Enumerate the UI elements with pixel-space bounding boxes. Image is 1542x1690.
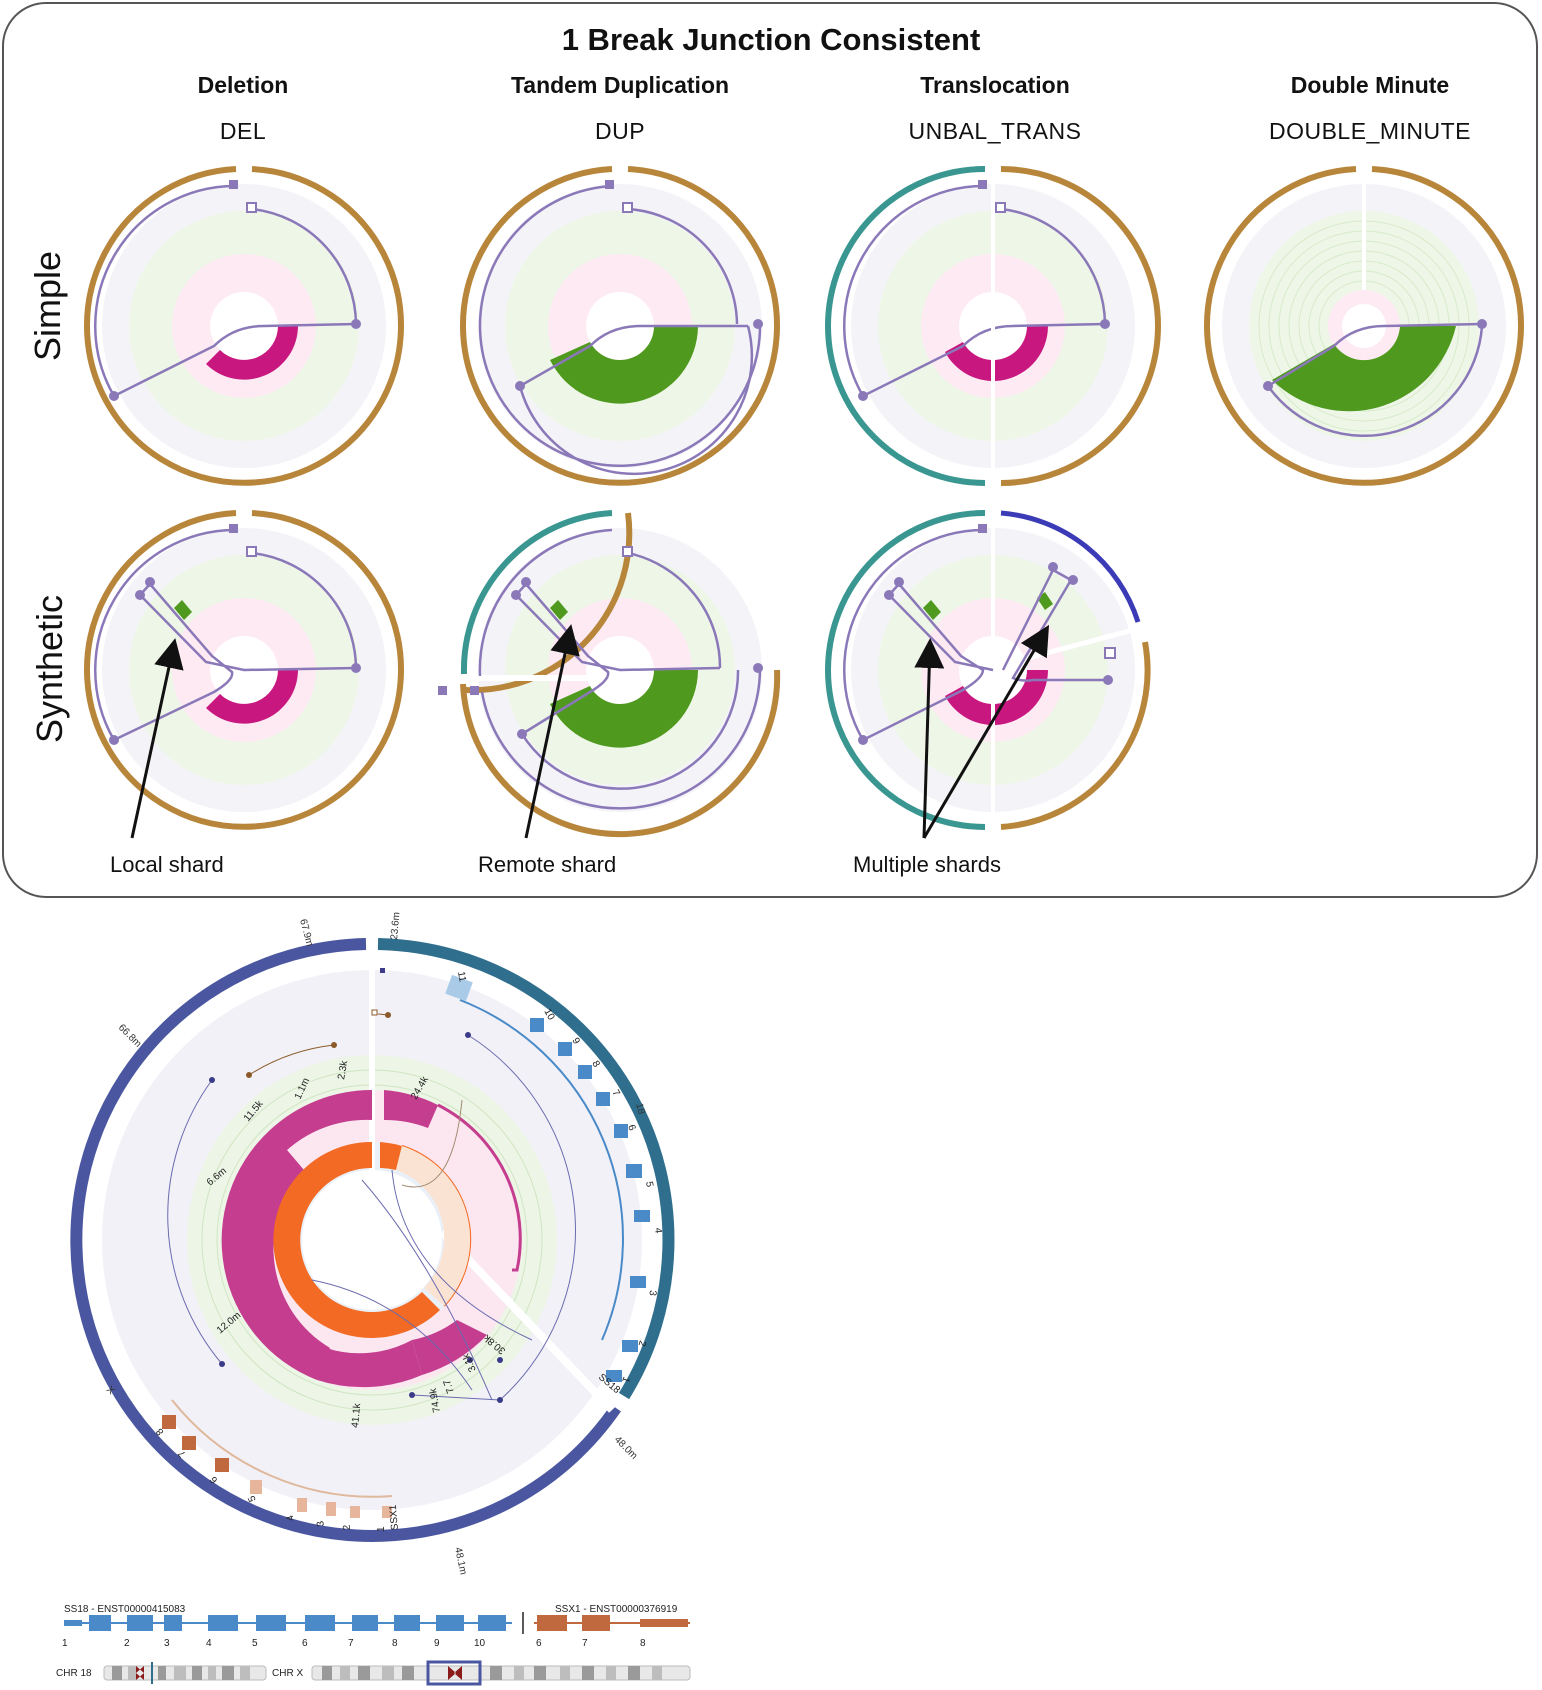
ss18-exon-num: 3 xyxy=(164,1638,170,1649)
transcript-legend: SS18 - ENST00000415083 SSX1 - ENST000003… xyxy=(62,1604,690,1649)
arrow-remote-shard xyxy=(524,624,580,839)
ss18-exon-10: 10 xyxy=(541,1007,556,1023)
column-code-unbal-trans: UNBAL_TRANS xyxy=(908,118,1082,144)
circos-deletion-simple xyxy=(84,166,404,486)
arrow-multiple-shards-left xyxy=(914,638,945,839)
label-48-1m: 48.1m xyxy=(452,1546,469,1575)
ss18-exon-6: 6 xyxy=(625,1123,637,1132)
annotation-multiple-shards: Multiple shards xyxy=(853,852,1001,877)
ssx1-gene-name: SSX1 xyxy=(388,1504,401,1531)
ssx1-exon-8: 8 xyxy=(154,1425,166,1437)
ss18-exon-num: 10 xyxy=(474,1638,486,1649)
ss18-exon-5: 5 xyxy=(643,1181,655,1189)
ssx1-exon-labels: 8 7 6 5 4 3 2 1 SSX1 xyxy=(154,1425,401,1532)
chrx-label: CHR X xyxy=(272,1668,303,1679)
ss18-exon-num: 9 xyxy=(434,1638,440,1649)
column-header-translocation: Translocation xyxy=(920,72,1070,98)
ss18-exon-num: 7 xyxy=(348,1638,354,1649)
ss18-exon-num: 1 xyxy=(62,1638,68,1649)
breakjunction-link xyxy=(113,322,357,398)
arrow-multiple-shards-right xyxy=(922,624,1050,839)
ss18-exon-num: 4 xyxy=(206,1638,212,1649)
ssx1-exon-4: 4 xyxy=(285,1513,297,1522)
chr18-ring xyxy=(377,938,675,1400)
ss18-exon-7: 7 xyxy=(609,1088,622,1099)
circos-duplication-simple xyxy=(460,166,780,486)
label-48-0m: 48.0m xyxy=(612,1434,639,1461)
ssx1-exon-5: 5 xyxy=(246,1493,259,1503)
ssx1-exon-num: 6 xyxy=(536,1638,542,1649)
panel-title: 1 Break Junction Consistent xyxy=(561,22,981,57)
annotation-remote-shard: Remote shard xyxy=(478,852,617,877)
circos-translocation-simple xyxy=(825,166,1161,486)
column-header-double-minute: Double Minute xyxy=(1290,72,1450,98)
label-67-9m: 67.9m xyxy=(297,918,315,948)
chromosome-arc xyxy=(84,166,404,486)
circos-ss18-ssx1 xyxy=(70,938,675,1542)
segment-label: 74.9k xyxy=(428,1386,443,1413)
circos-translocation-synthetic xyxy=(825,510,1151,830)
ssx1-transcript-label: SSX1 - ENST00000376919 xyxy=(555,1604,678,1615)
chromosome-ideograms: CHR 18 CHR X xyxy=(56,1660,691,1686)
segment-label: 2.3k xyxy=(336,1059,350,1081)
ss18-exon-num: 2 xyxy=(124,1638,130,1649)
ss18-exon-8: 8 xyxy=(589,1059,602,1070)
column-code-del: DEL xyxy=(219,118,267,144)
ssx1-exon-2: 2 xyxy=(342,1524,353,1531)
ss18-exon-1: 1 xyxy=(619,1375,631,1384)
ss18-exon-11: 11 xyxy=(455,971,468,984)
ss18-exon-labels: 11 10 9 8 7 6 5 4 3 2 1 SS18 xyxy=(455,971,663,1397)
ssx1-exon-num: 7 xyxy=(582,1638,588,1649)
copy-number-segment xyxy=(550,326,698,404)
ssx1-exon-7: 7 xyxy=(176,1447,188,1459)
ss18-exon-4: 4 xyxy=(652,1227,663,1234)
segment-label: 7.7 xyxy=(442,1377,457,1394)
column-header-tandem-duplication: Tandem Duplication xyxy=(510,72,730,98)
link-arc xyxy=(94,184,237,397)
chr18-label: CHR 18 xyxy=(56,1668,92,1679)
column-code-dup: DUP xyxy=(594,118,646,144)
example-panel xyxy=(2,2,1538,898)
ss18-exon-num: 6 xyxy=(302,1638,308,1649)
label-66-8m: 66.8m xyxy=(116,1022,143,1049)
ss18-exon-2: 2 xyxy=(636,1339,648,1348)
segment-label: 41.1k xyxy=(350,1402,363,1428)
ss18-exon-3: 3 xyxy=(646,1290,657,1297)
arrow-local-shard xyxy=(130,638,184,839)
ss18-exon-num: 5 xyxy=(252,1638,258,1649)
breakend-marker xyxy=(246,202,257,213)
circos-duplication-synthetic xyxy=(438,510,781,838)
ss18-exon-9: 9 xyxy=(569,1036,582,1047)
column-header-deletion: Deletion xyxy=(197,72,289,98)
label-23-6m: 23.6m xyxy=(389,912,402,941)
circos-double-minute-simple xyxy=(1204,166,1524,486)
ssx1-exon-1: 1 xyxy=(376,1526,387,1532)
column-code-double-minute: DOUBLE_MINUTE xyxy=(1268,118,1472,144)
ssx1-exon-num: 8 xyxy=(640,1638,646,1649)
copy-number-segment xyxy=(206,326,298,380)
annotation-local-shard: Local shard xyxy=(110,852,224,877)
ssx1-exon-6: 6 xyxy=(208,1473,220,1485)
breakend-marker xyxy=(229,180,238,189)
ss18-exon-num: 8 xyxy=(392,1638,398,1649)
ss18-transcript-label: SS18 - ENST00000415083 xyxy=(64,1604,186,1615)
label-chr-18: 18 xyxy=(633,1102,647,1116)
ssx1-exon-3: 3 xyxy=(315,1520,327,1528)
circos-deletion-synthetic xyxy=(84,510,404,830)
link-arc xyxy=(251,207,358,325)
chrx-ring xyxy=(70,938,621,1542)
